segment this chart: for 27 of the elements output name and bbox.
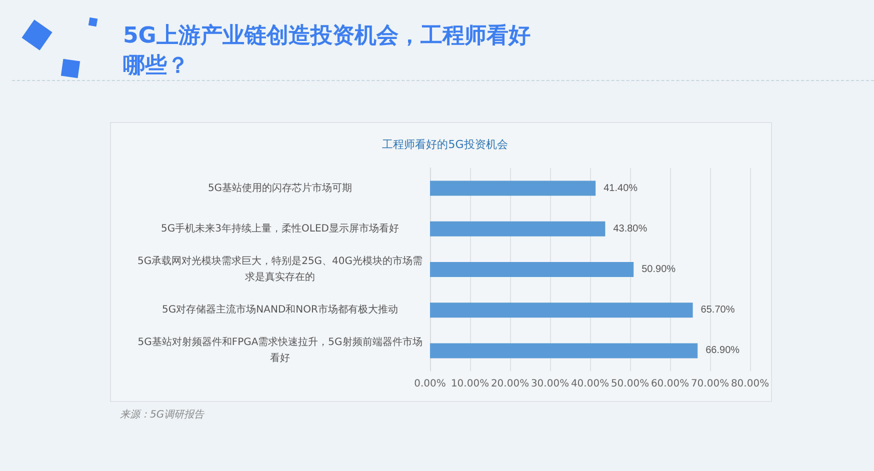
chart-title: 5G上游产业链创造投资机会，工程师看好哪些？ [123, 22, 530, 78]
bar [430, 180, 596, 196]
x-tick-label: 70.00% [690, 378, 730, 390]
data-label: 50.90% [642, 264, 676, 275]
bar [430, 221, 606, 236]
bar [430, 302, 693, 318]
y-tick-label: 5G手机未来3年持续上量，柔性OLED显示屏市场看好 [161, 222, 399, 234]
x-tick-label: 30.00% [530, 378, 570, 390]
data-label: 43.80% [613, 223, 648, 234]
x-tick-label: 10.00% [450, 378, 490, 390]
x-tick-label: 60.00% [650, 378, 690, 390]
data-label: 65.70% [700, 304, 735, 316]
x-tick-label: 0.00% [414, 378, 446, 390]
source-note: 来源：5G调研报告 [120, 408, 206, 420]
chart-subtitle: 工程师看好的5G投资机会 [382, 138, 508, 151]
x-tick-label: 20.00% [490, 378, 530, 390]
y-tick-label: 5G基站使用的闪存芯片市场可期 [208, 182, 352, 194]
y-tick-label: 5G基站对射频器件和FPGA需求快速拉升，5G射频前端器件市场看好 [138, 336, 422, 364]
x-tick-label: 80.00% [730, 378, 770, 390]
data-label: 66.90% [706, 345, 740, 356]
x-tick-label: 40.00% [570, 378, 610, 390]
bar [430, 343, 698, 358]
y-tick-label: 5G对存储器主流市场NAND和NOR市场都有极大推动 [162, 304, 398, 316]
data-label: 41.40% [604, 182, 638, 194]
x-tick-label: 50.00% [610, 378, 650, 390]
y-tick-label: 5G承载网对光模块需求巨大，特别是25G、40G光模块的市场需求是真实存在的 [137, 255, 423, 283]
bar [430, 262, 634, 277]
